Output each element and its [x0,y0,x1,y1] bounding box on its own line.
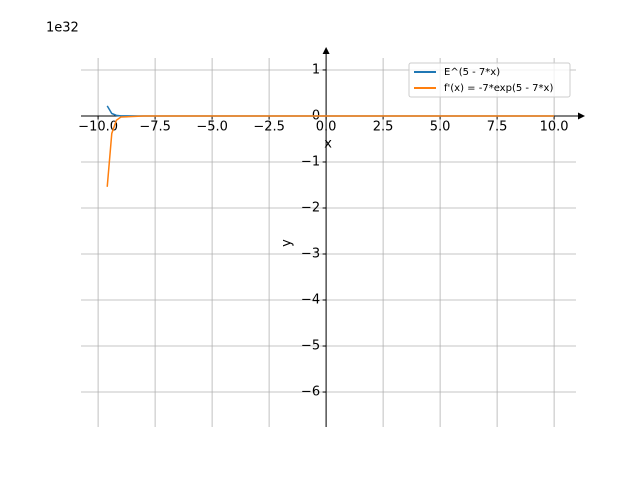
x-axis-arrow [578,112,585,120]
y-tick-label: −4 [301,293,320,308]
y-axis-label: y [280,239,295,247]
x-tick-label: −7.5 [139,119,171,134]
y-axis-arrow [322,47,330,54]
legend-box [408,62,571,98]
legend-label: f'(x) = -7*exp(5 - 7*x) [444,83,553,94]
x-tick-label: 7.5 [487,119,508,134]
x-tick-label: −5.0 [196,119,228,134]
x-tick-label: −2.5 [253,119,285,134]
x-axis-label: x [324,137,332,152]
data-line [106,115,555,187]
x-tick-label: −10.0 [78,119,118,134]
x-tick-label: 2.5 [373,119,394,134]
legend-label: E^(5 - 7*x) [444,67,500,78]
y-tick-label: −6 [301,385,320,400]
x-tick-label: 10.0 [540,119,569,134]
x-tick-label: 5.0 [430,119,451,134]
y-tick-label: −2 [301,200,320,215]
offset-text: 1e32 [46,21,79,36]
y-tick-label: −1 [301,154,320,169]
y-tick-label: 1 [312,62,320,77]
data-line [106,105,555,117]
y-tick-label: −5 [301,339,320,354]
y-tick-label: −3 [301,247,320,262]
x-tick-label: 0.0 [316,119,337,134]
